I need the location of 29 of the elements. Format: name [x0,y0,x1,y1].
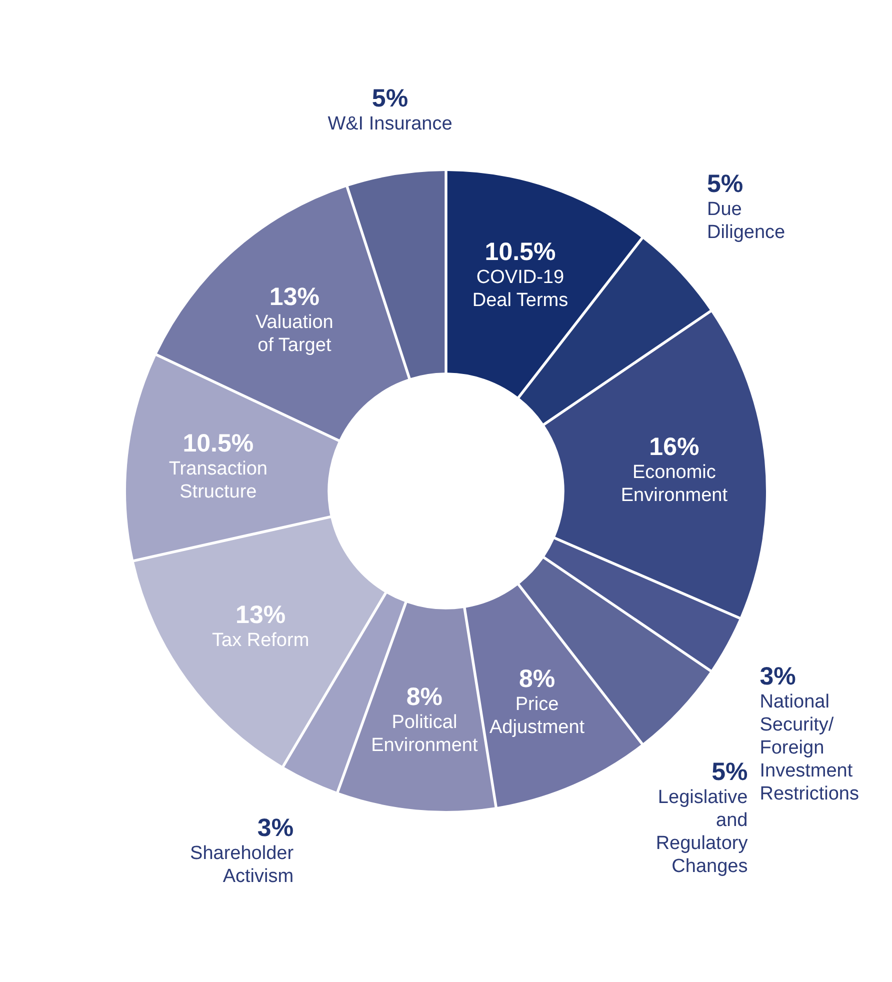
slice-label: Political Environment [371,712,478,756]
data-label: 16% [649,433,700,462]
slice-label: Price Adjustment [490,694,586,738]
slice-label: Tax Reform [212,630,310,651]
slice-label: W&I Insurance [328,114,452,135]
data-label: 13% [269,282,320,311]
donut-slice [126,356,338,560]
data-label: 8% [518,665,556,694]
donut-slice [447,171,642,397]
slice-label: Shareholder Activism [190,843,294,888]
slice-label: COVID-19 Deal Terms [472,266,568,311]
donut-slice [348,171,445,378]
slice-label: National Security/ Foreign Investment Restrictions [760,692,859,805]
data-label: 5% [712,758,748,786]
slice-label: Valuation of Target [256,312,334,356]
donut-slice [544,539,740,670]
slice-label: Economic Environment [620,462,728,506]
data-label: 3% [760,662,796,691]
data-label: 13% [236,600,286,629]
data-label: 5% [706,170,744,198]
slice-label: Transaction Structure [168,458,268,503]
slice-label: Legislative and Regulatory Changes [656,786,748,877]
donut-slice [544,312,766,617]
data-label: 5% [372,84,408,113]
data-label: 3% [257,814,294,842]
slice-label: Due Diligence [706,199,786,244]
data-label: 10.5% [484,238,556,266]
data-label: 8% [406,682,442,711]
data-label: 10.5% [182,430,254,458]
